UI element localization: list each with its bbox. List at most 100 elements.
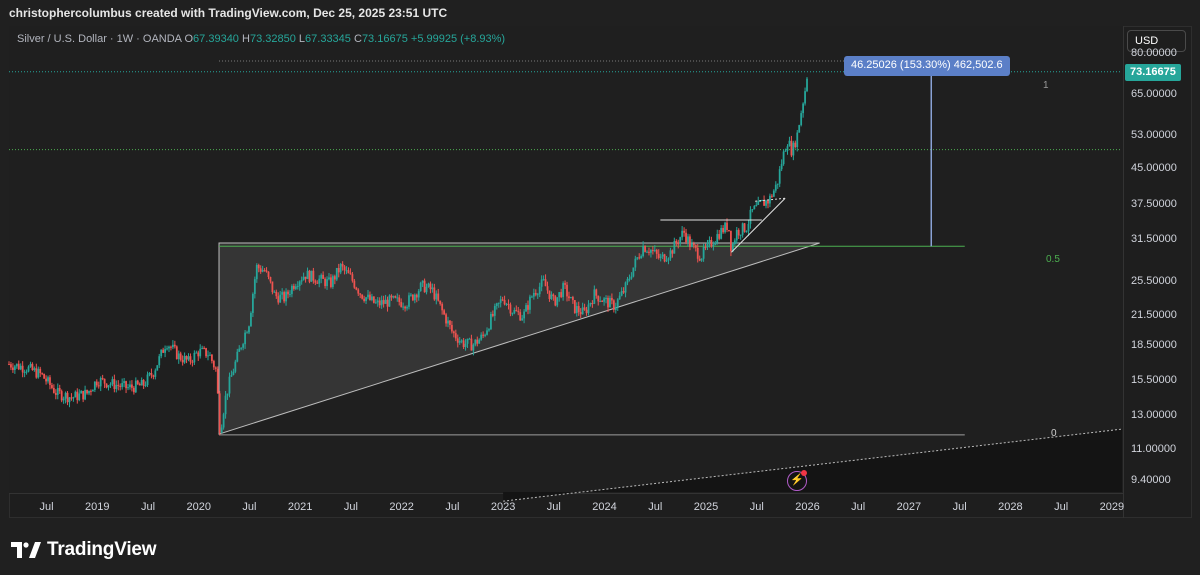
candle-body: [648, 251, 650, 253]
candle-body: [175, 346, 178, 360]
candle-body: [607, 297, 609, 308]
candle-body: [772, 190, 775, 197]
candle-body: [663, 254, 666, 262]
candle-body: [540, 279, 543, 287]
time-tick-label: 2028: [998, 501, 1023, 513]
candle-body: [86, 389, 88, 394]
candle-body: [472, 344, 475, 351]
candle-body: [21, 365, 24, 373]
candle-body: [222, 414, 225, 428]
candle-body: [653, 249, 656, 251]
candle-body: [291, 285, 293, 295]
candle-body: [566, 284, 568, 297]
candle-body: [97, 385, 100, 387]
candle-body: [451, 324, 453, 332]
candle-body: [614, 307, 617, 310]
candle-body: [189, 356, 192, 362]
candle-body: [505, 303, 508, 305]
candle-body: [142, 380, 145, 386]
chart-pane[interactable]: [9, 26, 1123, 493]
candle-body: [320, 274, 323, 279]
candle-body: [431, 287, 434, 290]
candle-body: [679, 237, 682, 244]
candle-body: [8, 364, 10, 366]
change-value: +5.99925 (+8.93%): [410, 33, 506, 45]
candle-body: [790, 140, 793, 156]
brand-name: TradingView: [47, 539, 157, 560]
fib-level-0.5-label: 0.5: [1046, 254, 1060, 265]
candle-body: [300, 280, 303, 282]
candle-body: [214, 367, 217, 369]
time-tick-label: 2020: [186, 501, 211, 513]
candle-body: [515, 310, 518, 312]
fib-level-1-label: 1: [1043, 80, 1049, 91]
time-tick-label: 2025: [693, 501, 719, 513]
candle-body: [335, 267, 338, 280]
candle-body: [425, 286, 428, 293]
candle-body: [152, 375, 155, 377]
candle-body: [800, 113, 803, 126]
candle-body: [741, 223, 744, 235]
candle-body: [17, 363, 20, 370]
candle-body: [211, 354, 213, 361]
candle-body: [251, 293, 254, 313]
candle-body: [517, 311, 520, 313]
last-price-tag: 73.16675: [1125, 63, 1181, 81]
candle-body: [113, 379, 116, 389]
candle-body: [765, 200, 767, 206]
lower-channel-fill: [503, 429, 1122, 502]
candle-body: [292, 285, 295, 289]
low-value: 67.33345: [305, 33, 351, 45]
candle-body: [216, 368, 219, 394]
candle-body: [372, 296, 375, 303]
candle-body: [240, 347, 243, 349]
candle-body: [708, 239, 711, 243]
candle-body: [246, 332, 248, 334]
candle-body: [661, 254, 664, 257]
candle-body: [573, 300, 576, 314]
price-tick-label: 80.00000: [1131, 46, 1177, 59]
candle-body: [35, 368, 38, 378]
triangle-pattern: [218, 242, 820, 435]
candle-body: [655, 249, 658, 254]
candle-body: [396, 297, 399, 299]
candle-body: [774, 184, 777, 191]
candle-body: [343, 266, 346, 271]
candle-body: [415, 294, 418, 298]
candle-body: [171, 344, 174, 348]
candle-body: [136, 380, 139, 384]
candle-body: [589, 303, 592, 305]
time-tick-label: Jul: [39, 501, 54, 513]
time-tick-label: Jul: [749, 501, 764, 513]
candle-body: [121, 382, 124, 387]
candle-body: [575, 306, 578, 314]
time-tick-label: Jul: [343, 501, 358, 513]
candle-body: [41, 373, 44, 375]
candle-body: [62, 398, 65, 401]
candle-body: [308, 270, 311, 282]
candle-body: [571, 297, 574, 301]
candle-body: [560, 292, 563, 298]
candle-body: [197, 352, 200, 357]
candle-body: [499, 299, 502, 303]
candle-body: [337, 267, 340, 273]
candle-body: [581, 307, 584, 315]
time-tick-label: Jul: [851, 501, 866, 513]
candle-body: [103, 378, 106, 384]
lightning-event-icon[interactable]: ⚡: [787, 471, 807, 491]
candle-body: [193, 352, 196, 363]
candle-body: [681, 230, 684, 238]
candle-body: [724, 222, 726, 233]
candle-body: [673, 240, 676, 254]
candle-body: [769, 195, 771, 204]
currency-button[interactable]: USD: [1127, 30, 1186, 52]
candle-body: [739, 234, 742, 236]
tradingview-brand[interactable]: TradingView: [11, 539, 157, 561]
candle-body: [692, 243, 695, 246]
candle-body: [177, 353, 180, 360]
candle-body: [757, 200, 760, 205]
time-tick-label: 2022: [389, 501, 414, 513]
candle-body: [267, 271, 270, 277]
candle-body: [302, 276, 305, 281]
